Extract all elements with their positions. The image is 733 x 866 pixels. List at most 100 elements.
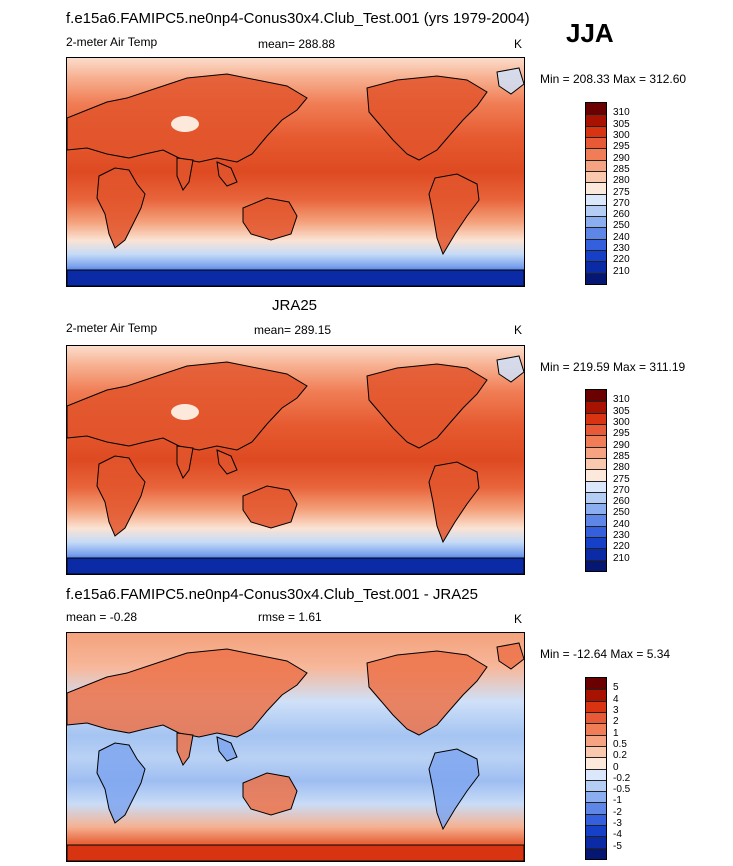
panel3-map [66,632,525,862]
colorbar-swatch [586,170,606,183]
colorbar-label: 210 [613,265,630,277]
colorbar-label: -0.2 [613,772,631,784]
panel1-minmax: Min = 208.33 Max = 312.60 [540,72,687,86]
colorbar-label: 240 [613,518,630,530]
colorbar-label: 240 [613,231,630,243]
panel3-units: K [514,612,523,626]
colorbar-swatch [586,412,606,424]
colorbar-label: 250 [613,507,630,519]
continent-outline [366,75,488,161]
colorbar-swatch [586,559,606,571]
panel1-units: K [514,37,523,51]
continent-outline [366,363,488,449]
colorbar-swatch [586,689,606,701]
panel2-minmax: Min = 219.59 Max = 311.19 [540,360,686,374]
colorbar-swatch [586,159,606,171]
panel2-title: JRA25 [272,297,318,314]
colorbar-label: -1 [613,795,622,807]
colorbar-swatch [586,182,606,194]
map-field [67,346,524,574]
continent-outline [216,161,238,187]
panel2-variable: 2-meter Air Temp [66,321,158,335]
colorbar-label: 290 [613,439,630,451]
colorbar-swatch [586,791,606,803]
colorbar-swatch [586,136,606,149]
colorbar-label: 310 [613,107,630,119]
panel1-map [66,57,525,287]
colorbar-label: -2 [613,806,622,818]
colorbar-swatch [586,514,606,526]
figure-title: f.e15a6.FAMIPC5.ne0np4-Conus30x4.Club_Te… [66,10,530,27]
colorbar-label: 5 [613,682,619,694]
continent-outline [67,844,524,861]
colorbar-swatch [586,491,606,504]
colorbar-label: 290 [613,152,630,164]
colorbar-swatch [586,216,606,228]
continent-outline [96,455,146,537]
panel3-minmax: Min = -12.64 Max = 5.34 [540,647,671,661]
panel2-mean: mean= 289.15 [254,323,332,337]
colorbar-swatch [586,548,606,560]
colorbar-label: 1 [613,727,619,739]
colorbar-label: 0 [613,761,619,773]
panel1-mean: mean= 288.88 [258,37,336,51]
panel1-colorbar [585,102,607,285]
continent-outline [216,449,238,475]
colorbar-label: 300 [613,129,630,141]
continent-outline [176,732,194,766]
panel3-title: f.e15a6.FAMIPC5.ne0np4-Conus30x4.Club_Te… [66,586,478,603]
colorbar-label: 270 [613,197,630,209]
colorbar-label: 220 [613,254,630,266]
colorbar-label: 260 [613,496,630,508]
colorbar-swatch [586,678,606,690]
panel3-mean: mean = -0.28 [66,610,138,624]
continent-outline [176,157,194,191]
continent-outline [242,772,298,816]
colorbar-label: -3 [613,818,622,830]
colorbar-label: 305 [613,118,630,130]
continent-outline [366,650,488,736]
colorbar-swatch [586,723,606,735]
colorbar-swatch [586,250,606,262]
colorbar-label: 250 [613,220,630,232]
colorbar-label: 4 [613,693,619,705]
colorbar-swatch [586,103,606,115]
colorbar-swatch [586,503,606,515]
panel2-units: K [514,323,523,337]
colorbar-swatch [586,457,606,470]
continent-outline [496,642,524,670]
colorbar-swatch [586,435,606,447]
map-field [67,633,524,861]
panel2-map [66,345,525,575]
colorbar-swatch [586,480,606,492]
colorbar-swatch [586,227,606,239]
continent-outline [242,485,298,529]
continent-outline [428,748,480,831]
colorbar-label: 210 [613,552,630,564]
colorbar-label: 3 [613,704,619,716]
colorbar-swatch [586,238,606,251]
colorbar-label: 220 [613,541,630,553]
colorbar-swatch [586,825,606,837]
colorbar-label: 285 [613,450,630,462]
colorbar-swatch [586,114,606,126]
colorbar-swatch [586,768,606,780]
colorbar-label: 280 [613,462,630,474]
colorbar-swatch [586,734,606,746]
colorbar-swatch [586,204,606,217]
colorbar-swatch [586,446,606,458]
colorbar-swatch [586,711,606,724]
colorbar-label: 280 [613,175,630,187]
colorbar-swatch [586,813,606,826]
colorbar-label: 310 [613,394,630,406]
colorbar-swatch [586,261,606,273]
continent-outline [428,173,480,256]
colorbar-swatch [586,390,606,402]
colorbar-label: 305 [613,405,630,417]
colorbar-swatch [586,700,606,712]
colorbar-label: -5 [613,840,622,852]
continent-outline [496,67,524,95]
colorbar-label: -4 [613,829,622,841]
continent-outline [216,736,238,762]
continent-outline [96,167,146,249]
